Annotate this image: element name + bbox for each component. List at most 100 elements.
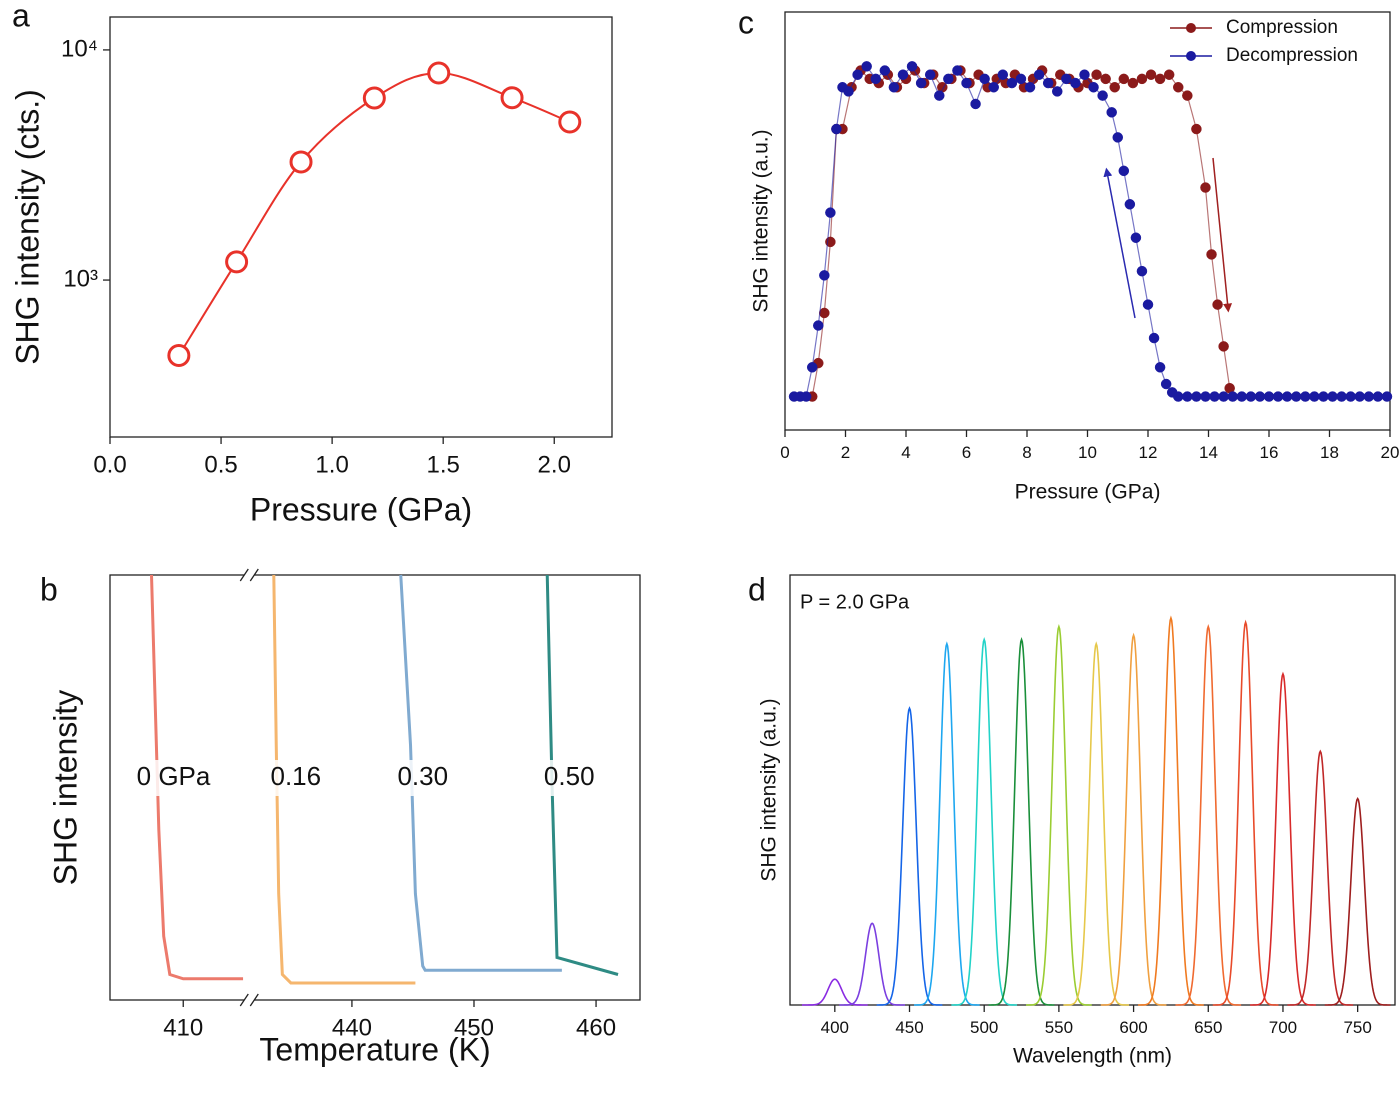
data-point [1173,81,1184,93]
x-tick-label: 650 [1194,1018,1222,1037]
series-label: 0.30 [397,761,448,791]
y-axis-label: SHG intensity (cts.) [9,89,45,365]
data-point [1336,391,1347,402]
data-point [427,61,451,85]
legend-label: Decompression [1226,45,1358,66]
data-point [879,65,891,76]
x-tick-label: 550 [1045,1018,1073,1037]
data-point [1033,69,1045,80]
data-point [1163,69,1175,80]
y-tick-label: 10³ [63,265,98,292]
x-tick-label: 460 [576,1015,616,1042]
data-point [1372,391,1384,402]
spectral-peak [801,978,868,1006]
x-tick-label: 16 [1260,443,1279,462]
x-tick-label: 400 [821,1018,849,1037]
legend-marker [1186,23,1196,33]
spectral-peak [1212,619,1279,1006]
x-axis-label: Temperature (K) [259,1031,490,1067]
x-tick-label: 20 [1381,443,1400,462]
data-point [1024,81,1036,93]
data-point [813,320,824,331]
y-tick-label: 10⁴ [61,35,98,62]
x-tick-label: 450 [895,1018,923,1037]
data-point [943,73,954,85]
data-point [1006,77,1018,89]
data-point [870,73,881,85]
plot-frame [789,574,1396,1006]
spectral-peak [951,636,1018,1006]
data-point [1148,332,1160,344]
spectral-peak [1324,797,1391,1006]
series-label: 0.16 [270,761,321,791]
series-line [794,65,1387,398]
data-point [1290,391,1302,402]
x-axis-label: Wavelength (nm) [1013,1045,1172,1068]
data-point [1318,391,1329,402]
data-point [825,207,836,218]
data-point [1136,265,1148,277]
legend-marker [1186,51,1196,61]
data-point [1127,77,1139,89]
data-point [1154,362,1166,373]
data-point [1173,391,1184,402]
spectral-peak [839,922,906,1006]
x-tick-label: 700 [1269,1018,1297,1037]
data-point [915,77,927,89]
series-label: 0.50 [544,761,595,791]
data-point [806,362,818,373]
panel-label: d [748,571,766,607]
data-point [1218,341,1229,352]
spectral-peak [1287,749,1354,1006]
data-point [970,98,981,110]
data-point [934,90,945,101]
data-point [1236,391,1248,402]
x-tick-label: 10 [1078,443,1097,462]
label-bg [380,760,465,796]
data-point [819,270,830,281]
plot-frame [109,574,641,1001]
x-tick-label: 12 [1139,443,1158,462]
data-point [952,65,963,76]
data-point [1191,391,1202,402]
x-tick-label: 450 [454,1015,494,1042]
data-point [1015,73,1027,85]
data-point [1182,391,1193,402]
data-point [1145,69,1157,80]
spectral-peak [913,641,980,1006]
data-point [1227,391,1238,402]
x-axis-label: Pressure (GPa) [1015,481,1161,504]
data-point [1272,391,1284,402]
annotation: P = 2.0 GPa [800,591,910,613]
x-tick-label: 750 [1343,1018,1371,1037]
data-point [800,391,812,402]
data-point [997,69,1009,80]
data-point [362,86,386,110]
axis-break-mark [239,993,249,1007]
data-point [1097,90,1108,101]
axis-break-mark [239,568,249,582]
data-point [906,61,918,72]
x-tick-label: 2.0 [538,452,571,479]
data-point [558,110,582,134]
panel-label: b [40,571,58,607]
x-tick-label: 14 [1199,443,1218,462]
data-point [500,86,524,110]
data-point [831,123,842,135]
data-point [1142,299,1154,310]
data-point [289,150,313,174]
data-point [1281,391,1293,402]
data-point [1206,249,1217,260]
arrow [1212,157,1233,313]
data-point [1300,391,1311,402]
data-point [1182,90,1193,101]
x-tick-label: 440 [332,1015,372,1042]
series-line [545,574,619,976]
series-line [811,69,1231,397]
axis-break [244,997,255,1003]
data-point [852,69,863,80]
data-point [1254,391,1266,402]
label-bg [253,760,338,796]
x-tick-label: 2 [841,443,850,462]
